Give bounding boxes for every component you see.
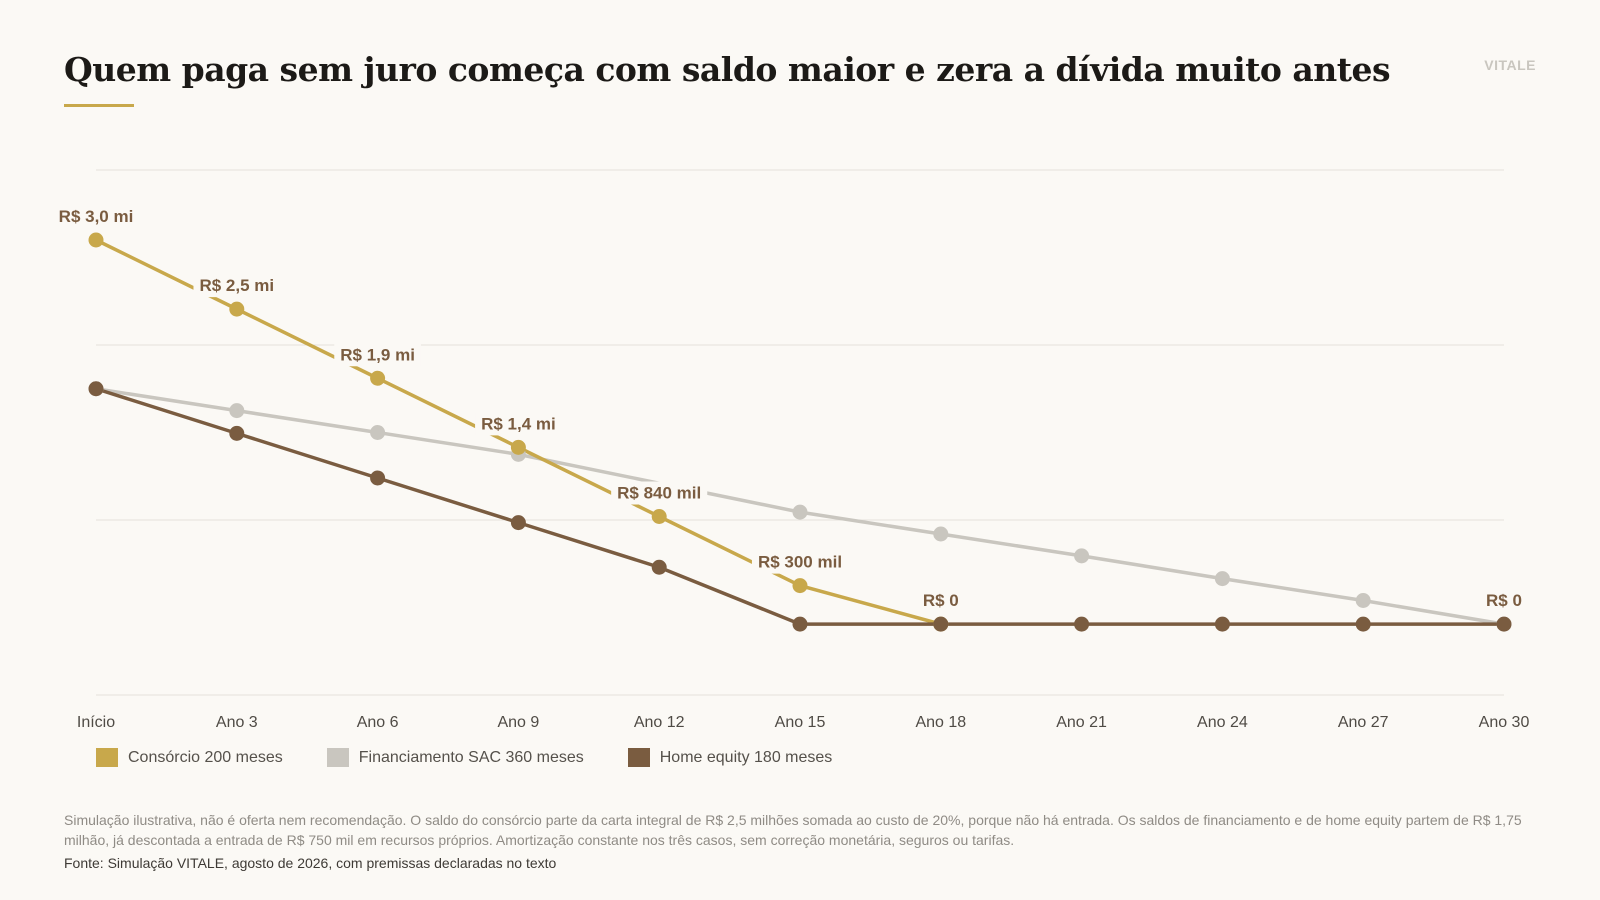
point-financiamento-sac-360-meses [229, 403, 245, 419]
data-label-bg [916, 589, 965, 613]
data-label-bg [475, 412, 562, 436]
point-home-equity-180-meses [792, 616, 808, 632]
point-financiamento-sac-360-meses [1074, 548, 1090, 564]
x-tick-label: Ano 12 [634, 714, 685, 731]
legend-label-consorcio: Consórcio 200 meses [128, 748, 283, 766]
point-financiamento-sac-360-meses [933, 526, 949, 542]
point-cons-rcio-200-meses [88, 232, 104, 248]
point-home-equity-180-meses [229, 425, 245, 441]
legend-swatch-financiamento [326, 748, 349, 767]
data-label: R$ 2,5 mi [199, 276, 274, 295]
series-line-financiamento-sac-360-meses [95, 387, 1505, 626]
x-tick-label: Ano 9 [497, 714, 539, 731]
x-tick-label: Ano 30 [1479, 714, 1530, 731]
title-underline [64, 104, 134, 107]
legend-label-home-equity: Home equity 180 meses [659, 748, 833, 766]
x-tick-label: Ano 15 [775, 714, 826, 731]
point-cons-rcio-200-meses [792, 578, 808, 594]
point-home-equity-180-meses [370, 470, 386, 486]
point-home-equity-180-meses [1496, 616, 1512, 632]
data-label-bg [334, 343, 421, 367]
x-axis: Início Ano 3 Ano 6 Ano 9 Ano 12 Ano 15 Ano 18 A… [77, 714, 1530, 731]
grid-layer [96, 169, 1504, 696]
legend-item-financiamento: Financiamento SAC 360 meses [326, 748, 584, 767]
data-label: R$ 1,4 mi [481, 414, 556, 433]
point-cons-rcio-200-meses [229, 301, 245, 317]
point-financiamento-sac-360-meses [370, 425, 386, 440]
x-tick-label: Ano 21 [1056, 714, 1107, 731]
point-cons-rcio-200-meses [370, 370, 386, 386]
x-tick-label: Ano 3 [216, 714, 258, 731]
source-line: Fonte: Simulação VITALE, agosto de 2026,… [64, 855, 557, 871]
legend-item-home-equity: Home equity 180 meses [627, 748, 833, 767]
legend-item-consorcio: Consórcio 200 meses [96, 748, 283, 767]
data-label: R$ 1,9 mi [340, 345, 415, 364]
x-tick-label: Ano 24 [1197, 714, 1248, 731]
chart-title: Quem paga sem juro começa com saldo maio… [64, 50, 1391, 89]
legend-swatch-home-equity [627, 748, 650, 767]
point-home-equity-180-meses [510, 515, 526, 531]
data-label: R$ 840 mil [617, 484, 701, 503]
footnote: Simulação ilustrativa, não é oferta nem … [64, 812, 1522, 848]
point-home-equity-180-meses [933, 616, 949, 632]
data-label-bg [751, 550, 849, 574]
x-tick-label: Ano 6 [357, 714, 399, 731]
x-tick-label: Ano 18 [915, 714, 966, 731]
point-financiamento-sac-360-meses [792, 504, 808, 520]
brand-logo: VITALE [1484, 57, 1536, 73]
point-cons-rcio-200-meses [510, 439, 526, 455]
data-label-bg [193, 274, 281, 298]
point-home-equity-180-meses [651, 559, 667, 575]
point-financiamento-sac-360-meses [1214, 571, 1230, 587]
legend: Consórcio 200 meses Financiamento SAC 36… [96, 748, 832, 767]
data-label-bg [52, 205, 140, 228]
series-layer [88, 232, 1512, 632]
point-home-equity-180-meses [88, 381, 104, 397]
end-data-label: R$ 0 [1486, 591, 1522, 610]
data-label: R$ 0 [923, 591, 959, 610]
point-home-equity-180-meses [1355, 616, 1371, 632]
data-label-bg [611, 481, 708, 505]
line-chart: R$ 3,0 mi R$ 2,5 mi R$ 1,9 mi R$ 1,4 mi R$ 8… [52, 169, 1530, 731]
legend-swatch-consorcio [96, 748, 118, 767]
label-layer: R$ 3,0 mi R$ 2,5 mi R$ 1,9 mi R$ 1,4 mi R$ 8… [52, 205, 1522, 613]
data-label: R$ 3,0 mi [59, 207, 134, 226]
point-cons-rcio-200-meses [651, 509, 667, 524]
point-financiamento-sac-360-meses [1355, 593, 1371, 608]
point-home-equity-180-meses [1074, 616, 1090, 632]
x-tick-label: Início [77, 714, 115, 731]
data-label: R$ 300 mil [758, 553, 842, 572]
x-tick-label: Ano 27 [1338, 714, 1389, 731]
point-home-equity-180-meses [1214, 616, 1230, 632]
legend-label-financiamento: Financiamento SAC 360 meses [358, 748, 584, 766]
